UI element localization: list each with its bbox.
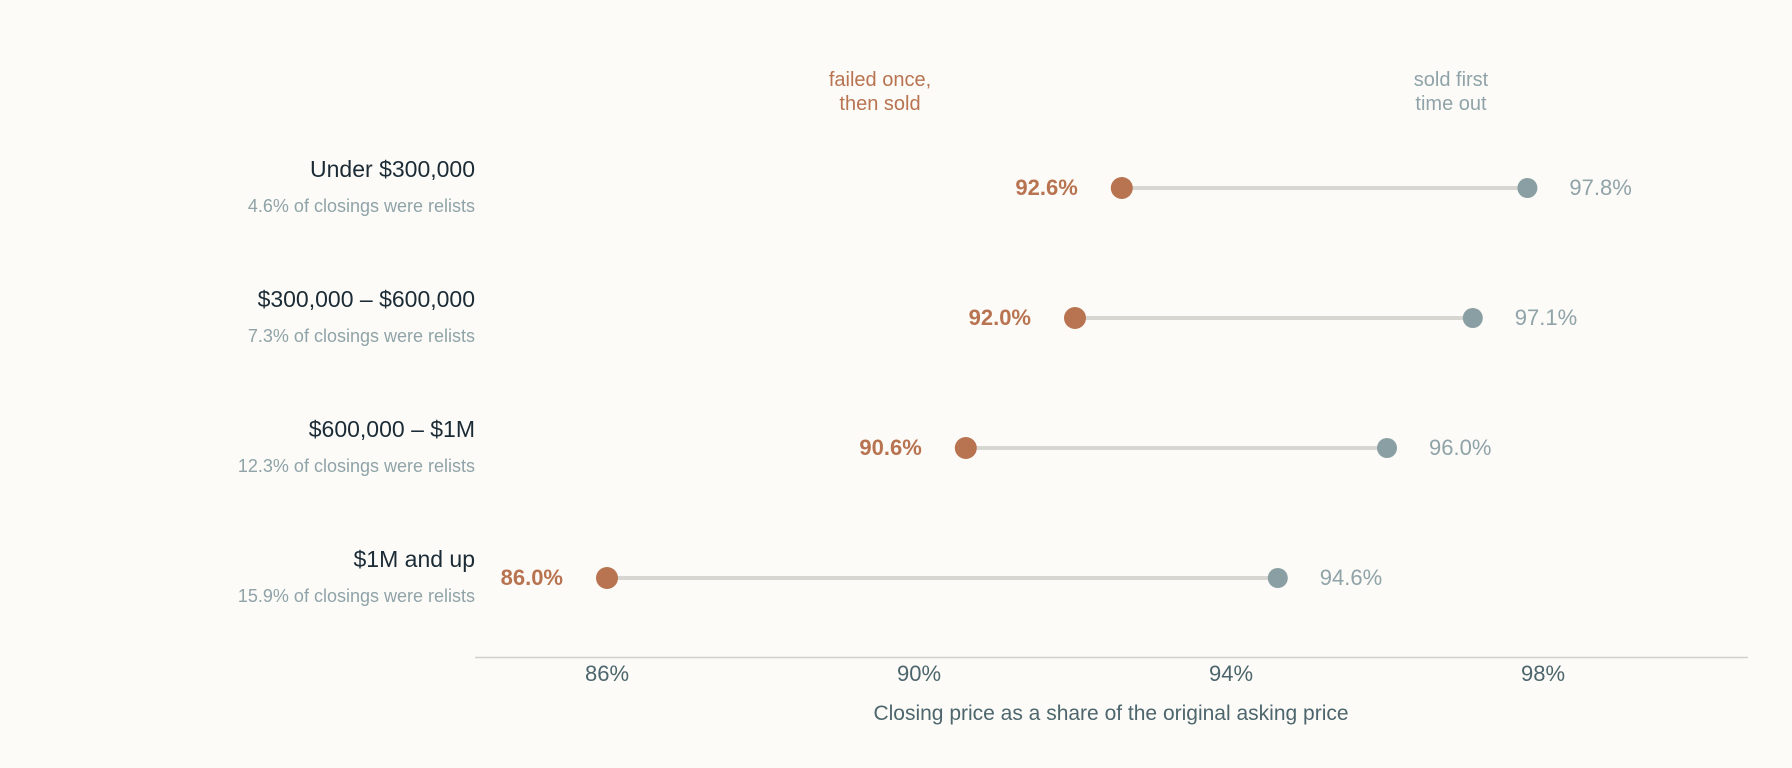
legend-sold-first-line: time out [1415, 93, 1487, 115]
failed-once-dot [596, 567, 618, 589]
sold-first-value: 94.6% [1320, 565, 1382, 590]
sold-first-value: 97.8% [1569, 175, 1631, 200]
category-relist-share: 15.9% of closings were relists [238, 586, 475, 606]
sold-first-dot [1517, 178, 1538, 198]
chart-rows: Under $300,000 4.6% of closings were reli… [238, 156, 1632, 606]
x-tick-label: 94% [1209, 661, 1253, 686]
category-row: $300,000 – $600,000 7.3% of closings were… [248, 286, 1577, 346]
x-tick-label: 98% [1521, 661, 1565, 686]
sold-first-dot [1377, 438, 1397, 458]
category-row: Under $300,000 4.6% of closings were reli… [248, 156, 1632, 216]
category-label: $300,000 – $600,000 [258, 286, 475, 312]
x-axis-title: Closing price as a share of the original… [873, 702, 1348, 725]
failed-once-dot [1064, 307, 1086, 329]
x-axis-ticks: 86% 90% 94% 98% [585, 661, 1565, 686]
category-relist-share: 7.3% of closings were relists [248, 326, 475, 346]
x-tick-label: 86% [585, 661, 629, 686]
failed-once-dot [1110, 177, 1133, 199]
category-row: $1M and up 15.9% of closings were relists… [238, 546, 1382, 606]
x-tick-label: 90% [897, 661, 941, 686]
category-label: $1M and up [354, 546, 475, 572]
sold-first-value: 96.0% [1429, 435, 1491, 460]
failed-once-dot [954, 437, 977, 459]
failed-once-value: 92.0% [969, 305, 1031, 330]
legend-failed-once-line: then sold [839, 93, 920, 115]
sold-first-dot [1462, 308, 1483, 328]
failed-once-value: 90.6% [859, 435, 921, 460]
category-label: $600,000 – $1M [309, 416, 475, 442]
category-label: Under $300,000 [310, 156, 475, 182]
legend-failed-once-line: failed once, [829, 69, 931, 91]
failed-once-value: 92.6% [1015, 175, 1077, 200]
category-relist-share: 4.6% of closings were relists [248, 196, 475, 216]
category-relist-share: 12.3% of closings were relists [238, 456, 475, 476]
sold-first-dot [1267, 568, 1288, 588]
category-row: $600,000 – $1M 12.3% of closings were rel… [238, 416, 1492, 476]
sold-first-value: 97.1% [1515, 305, 1577, 330]
failed-once-value: 86.0% [501, 565, 563, 590]
legend-sold-first-line: sold first [1414, 69, 1489, 91]
